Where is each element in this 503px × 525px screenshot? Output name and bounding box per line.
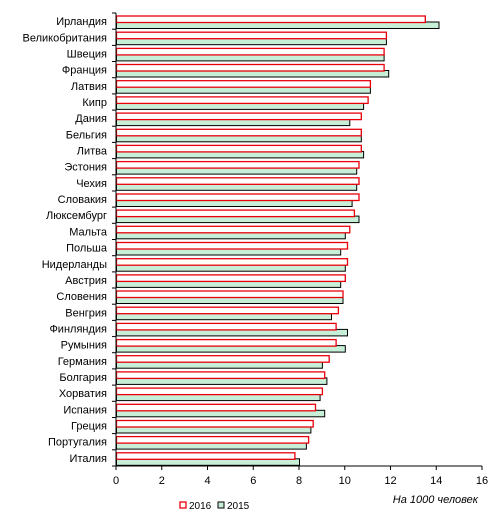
- bar-2016: [115, 452, 296, 460]
- bar-2016: [115, 112, 362, 121]
- category-label: Латвия: [71, 81, 107, 93]
- x-tick-label: 8: [296, 475, 302, 487]
- x-tick-label: 10: [339, 475, 351, 487]
- bar-2016: [115, 338, 337, 347]
- bar-2016: [115, 274, 346, 283]
- unit-label: На 1000 человек: [393, 494, 479, 506]
- bar-2016: [115, 225, 351, 234]
- category-label: Болгария: [59, 372, 107, 384]
- category-label: Люксембург: [46, 210, 107, 222]
- bar-2016: [115, 403, 317, 412]
- category-label: Швеция: [67, 48, 107, 60]
- legend: 2016 2015: [179, 501, 250, 512]
- x-tick-label: 14: [430, 475, 442, 487]
- x-tick-label: 16: [476, 475, 488, 487]
- x-ticks: 0 2 4 6 8 10 12 14 16: [113, 466, 488, 487]
- bar-2016: [115, 193, 360, 202]
- legend-label: 2015: [227, 501, 250, 512]
- category-label: Италия: [70, 453, 108, 465]
- bar-2016: [115, 15, 426, 24]
- category-label: Словения: [56, 291, 107, 303]
- bar-2016: [115, 258, 349, 266]
- bar-2016: [115, 241, 349, 250]
- category-label: Польша: [66, 243, 108, 255]
- x-tick-label: 4: [204, 475, 210, 487]
- bar-2016: [115, 290, 344, 299]
- x-tick-label: 2: [159, 475, 165, 487]
- category-label: Австрия: [65, 275, 107, 287]
- category-label: Испания: [63, 404, 107, 416]
- legend-swatch: [217, 501, 225, 509]
- category-label: Литва: [77, 146, 108, 158]
- category-label: Греция: [71, 421, 107, 433]
- bar-2016: [115, 80, 372, 88]
- x-tick-label: 12: [384, 475, 396, 487]
- bar-2016: [115, 177, 360, 185]
- category-label: Венгрия: [65, 307, 107, 319]
- bar-2016: [115, 387, 324, 396]
- bar-2016: [115, 96, 369, 105]
- category-label: Эстония: [64, 162, 107, 174]
- category-label: Бельгия: [66, 129, 107, 141]
- bars-layer: [115, 15, 440, 466]
- x-tick-label: 0: [113, 475, 119, 487]
- category-label: Нидерланды: [42, 259, 107, 271]
- category-label: Кипр: [82, 97, 107, 109]
- legend-swatch: [179, 501, 187, 509]
- bar-2016: [115, 31, 388, 40]
- category-label: Великобритания: [23, 32, 108, 44]
- bar-2016: [115, 63, 385, 72]
- category-label: Финляндия: [49, 324, 107, 336]
- x-tick-label: 6: [250, 475, 256, 487]
- bar-2016: [115, 355, 330, 363]
- category-label: Германия: [58, 356, 107, 368]
- category-label: Румыния: [61, 340, 107, 352]
- legend-label: 2016: [189, 501, 212, 512]
- category-label: Дания: [75, 113, 107, 125]
- bar-2016: [115, 128, 362, 137]
- bar-2016: [115, 419, 314, 428]
- category-label: Франция: [62, 65, 107, 77]
- bar-2016: [115, 371, 326, 380]
- category-label: Ирландия: [56, 16, 107, 28]
- category-label: Словакия: [58, 194, 107, 206]
- bar-2016: [115, 435, 310, 444]
- bar-2016: [115, 160, 360, 169]
- bar-2016: [115, 47, 385, 56]
- category-label: Хорватия: [59, 388, 107, 400]
- bar-2016: [115, 306, 340, 315]
- bar-2016: [115, 144, 362, 153]
- bar-2016: [115, 322, 337, 331]
- category-label: Португалия: [48, 437, 107, 449]
- category-label: Чехия: [76, 178, 107, 190]
- bar-2016: [115, 209, 356, 218]
- category-labels: Ирландия Великобритания Швеция Франция Латви…: [23, 12, 116, 467]
- category-label: Мальта: [69, 226, 108, 238]
